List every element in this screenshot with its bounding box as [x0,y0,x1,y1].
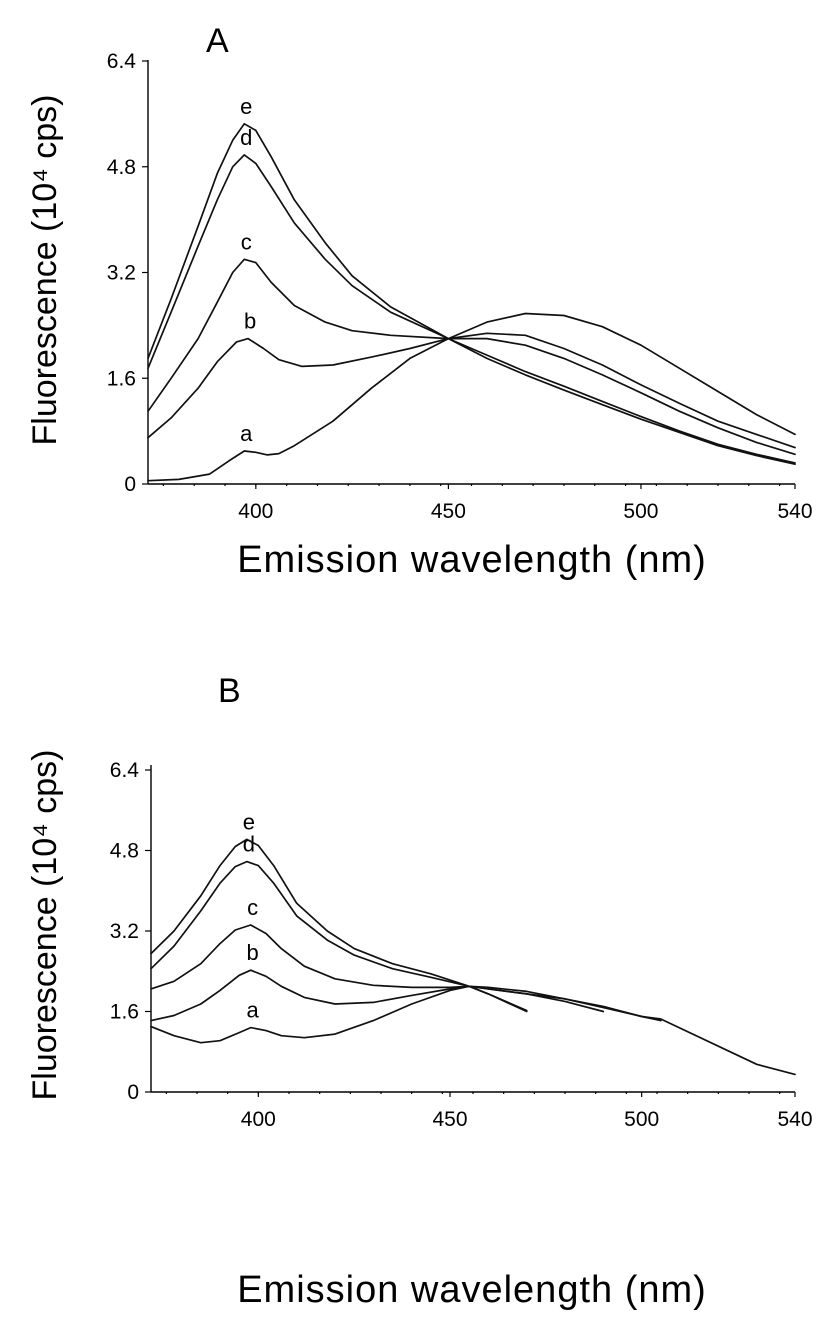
y-tick-label: 6.4 [107,50,137,73]
series-group: a b c de [147,94,796,482]
x-axis-label: Emission wavelength (nm) [237,539,707,581]
x-tick-label: 500 [624,1108,659,1131]
y-axis-label: Fluorescence (10⁴ cps) [26,750,64,1101]
series-b-line [147,332,796,449]
x-tick-label: 500 [623,500,658,523]
x-tick-label: 400 [238,500,273,523]
y-tick-label: 1.6 [107,367,136,390]
series-d-line [150,860,528,1012]
series-b-label: b [244,309,256,334]
series-d-label: d [243,832,255,857]
series-c-line [150,924,605,1013]
y-tick-label: 6.4 [110,759,140,782]
series-c-line [147,258,796,456]
x-ticks: 400 450 500 540 [162,484,813,523]
y-tick-label: 3.2 [110,920,139,943]
series-b-label: b [247,940,259,965]
x-tick-label: 450 [432,1108,467,1131]
y-tick-label: 1.6 [110,1001,139,1024]
y-tick-label: 4.8 [110,840,139,863]
series-e-label: e [243,809,255,834]
y-tick-label: 3.2 [107,262,136,285]
series-c-label: c [247,895,258,920]
y-axis-label: Fluorescence (10⁴ cps) [26,95,64,446]
panel-label: B [218,672,241,710]
series-a-label: a [247,998,260,1023]
series-e-line [150,838,528,1013]
y-tick-label: 4.8 [107,156,136,179]
y-ticks: 0 1.6 3.2 4.8 6.4 [107,50,148,496]
x-ticks: 400 450 500 540 [165,1092,813,1131]
panel-label: A [206,22,229,60]
panel-b: B Fluorescence (10⁴ cps) 0 1.6 3.2 4.8 6.4 4… [26,672,813,1311]
series-group: a bc de [150,809,796,1076]
series-a-label: a [240,421,253,446]
series-d-line [147,154,796,464]
panel-a: A Fluorescence (10⁴ cps) 0 1.6 3.2 4.8 6.4 4… [26,22,813,581]
series-e-line [147,122,796,466]
series-d-label: d [240,125,252,150]
x-tick-label: 400 [241,1108,276,1131]
series-c-label: c [241,229,252,254]
y-tick-label: 0 [124,473,136,496]
x-tick-label: 540 [777,500,812,523]
series-e-label: e [240,94,252,119]
series-b-line [150,969,662,1022]
x-axis-label: Emission wavelength (nm) [237,1269,707,1311]
series-a-line [147,312,796,482]
y-ticks: 0 1.6 3.2 4.8 6.4 [110,759,151,1104]
x-tick-label: 540 [777,1108,812,1131]
y-tick-label: 0 [127,1081,139,1104]
x-tick-label: 450 [431,500,466,523]
